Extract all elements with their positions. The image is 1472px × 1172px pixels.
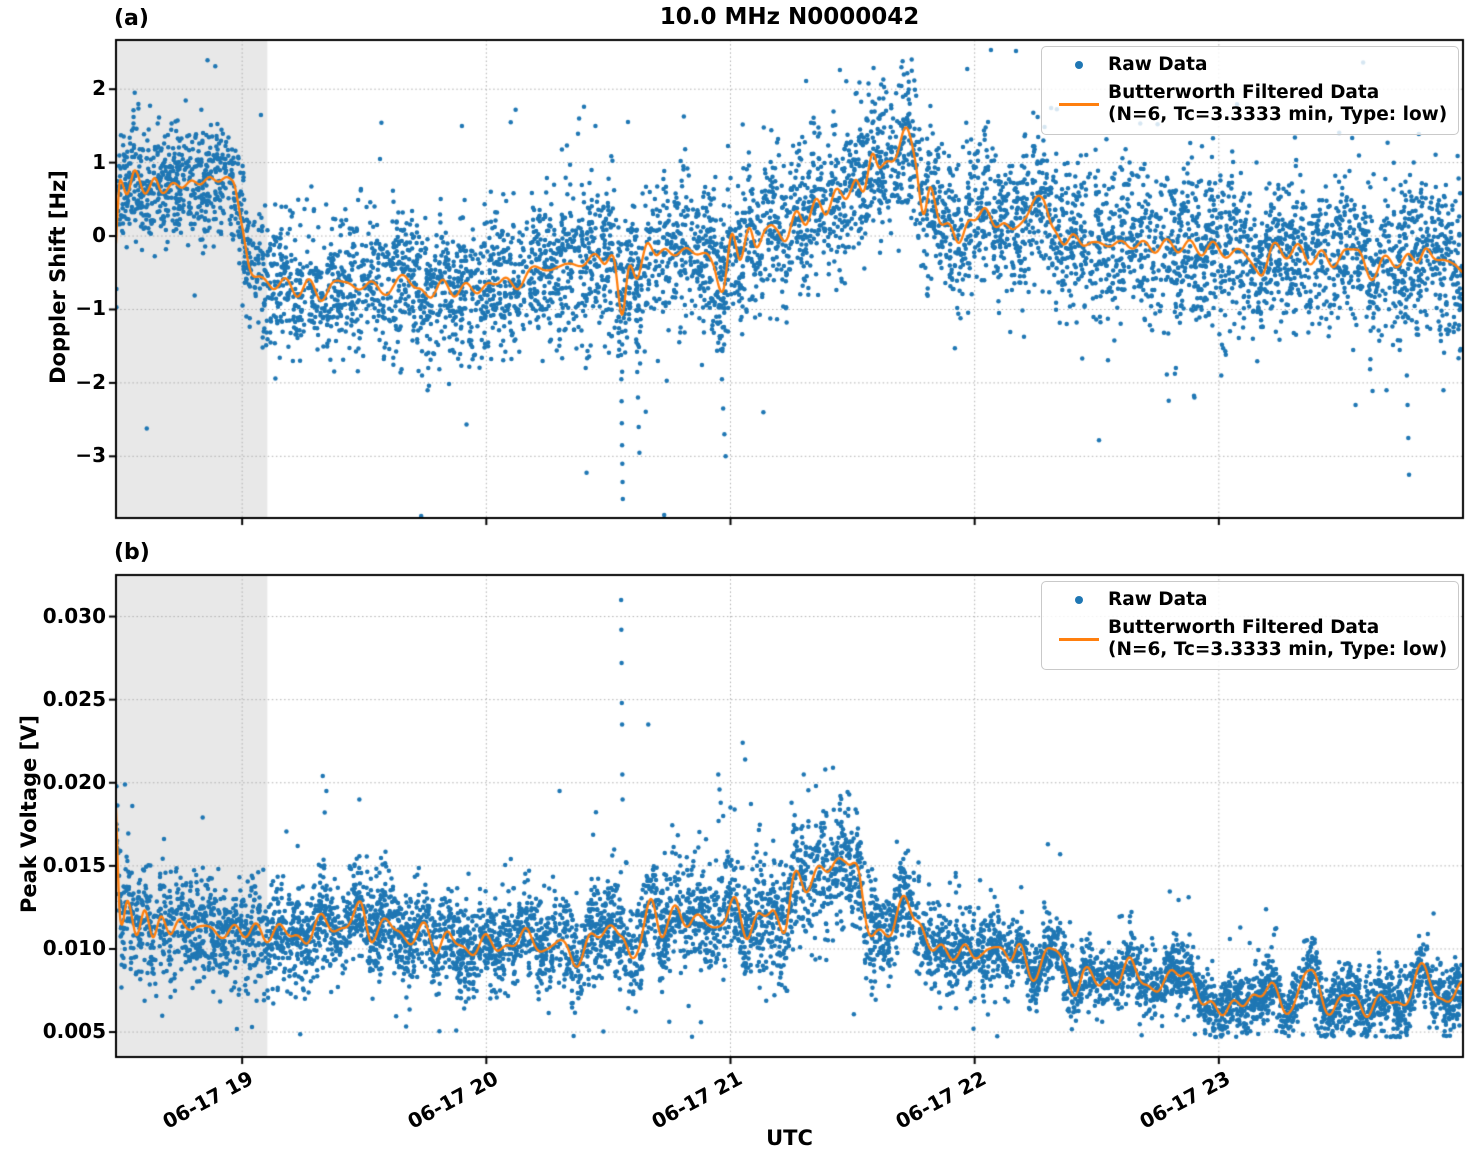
y-tick-label: 0 bbox=[92, 223, 106, 248]
legend-filtered-params: (N=6, Tc=3.3333 min, Type: low) bbox=[1108, 639, 1448, 661]
legend-panel-b: Raw Data Butterworth Filtered Data (N=6,… bbox=[1041, 581, 1459, 670]
y-tick-label: −3 bbox=[75, 443, 106, 468]
legend-item-filtered: Butterworth Filtered Data (N=6, Tc=3.333… bbox=[1050, 617, 1450, 662]
y-tick-label: 2 bbox=[92, 76, 106, 101]
legend-marker-cell bbox=[1050, 102, 1108, 106]
y-tick-label: −1 bbox=[75, 296, 106, 321]
legend-panel-a: Raw Data Butterworth Filtered Data (N=6,… bbox=[1041, 46, 1459, 135]
legend-marker-cell bbox=[1050, 596, 1108, 605]
x-axis-label: UTC bbox=[766, 1126, 813, 1150]
filtered-line-icon bbox=[1059, 637, 1099, 641]
legend-filtered-label-block: Butterworth Filtered Data (N=6, Tc=3.333… bbox=[1108, 617, 1447, 662]
legend-item-filtered: Butterworth Filtered Data (N=6, Tc=3.333… bbox=[1050, 82, 1450, 127]
raw-data-dot-icon bbox=[1075, 61, 1083, 70]
y-tick-label: 0.030 bbox=[42, 603, 106, 628]
legend-filtered-label: Butterworth Filtered Data bbox=[1108, 81, 1380, 103]
legend-marker-cell bbox=[1050, 61, 1108, 70]
legend-raw-label: Raw Data bbox=[1108, 589, 1208, 610]
panel-a-tag: (a) bbox=[114, 6, 149, 31]
legend-filtered-label-block: Butterworth Filtered Data (N=6, Tc=3.333… bbox=[1108, 82, 1447, 127]
filtered-line-icon bbox=[1059, 102, 1099, 106]
y-tick-label: 0.010 bbox=[42, 935, 106, 960]
figure-title: 10.0 MHz N0000042 bbox=[659, 4, 920, 30]
y-tick-label: 0.020 bbox=[42, 769, 106, 794]
legend-item-raw: Raw Data bbox=[1050, 589, 1450, 612]
y-tick-label: 0.005 bbox=[42, 1019, 106, 1044]
legend-filtered-params: (N=6, Tc=3.3333 min, Type: low) bbox=[1108, 104, 1448, 126]
raw-data-dot-icon bbox=[1075, 596, 1083, 605]
legend-marker-cell bbox=[1050, 637, 1108, 641]
panel-b-tag: (b) bbox=[114, 540, 150, 565]
y-tick-label: −2 bbox=[75, 369, 106, 394]
y-tick-label: 0.015 bbox=[42, 852, 106, 877]
y-tick-label: 1 bbox=[92, 149, 106, 174]
legend-item-raw: Raw Data bbox=[1050, 54, 1450, 77]
legend-raw-label: Raw Data bbox=[1108, 54, 1208, 75]
legend-filtered-label: Butterworth Filtered Data bbox=[1108, 616, 1380, 638]
y-tick-label: 0.025 bbox=[42, 686, 106, 711]
